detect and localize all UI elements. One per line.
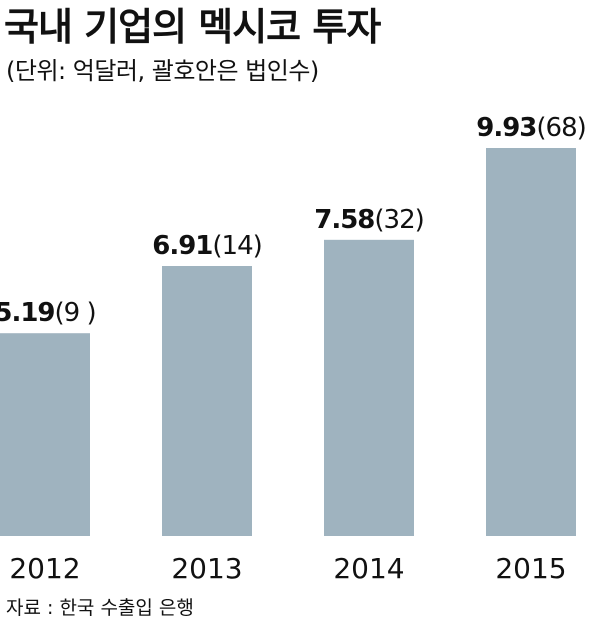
value-label-2015: 9.93(68) — [476, 113, 586, 143]
source-note: 자료 : 한국 수출입 은행 — [6, 597, 194, 619]
chart-subtitle: (단위: 억달러, 괄호안은 법인수) — [6, 57, 319, 85]
x-tick-2014: 2014 — [333, 552, 404, 585]
bar-2012 — [0, 333, 90, 536]
x-tick-2015: 2015 — [495, 552, 566, 585]
value-number-2012: 5.19 — [0, 298, 55, 328]
value-number-2013: 6.91 — [152, 231, 212, 261]
value-number-2014: 7.58 — [314, 205, 374, 235]
company-count-2014: (32) — [374, 205, 423, 235]
value-label-2013: 6.91(14) — [152, 231, 262, 261]
x-tick-2012: 2012 — [9, 552, 80, 585]
bar-2015 — [486, 148, 576, 536]
company-count-2013: (14) — [212, 231, 261, 261]
value-number-2015: 9.93 — [476, 113, 536, 143]
bar-2014 — [324, 239, 414, 536]
company-count-2012: (9 ) — [55, 298, 96, 328]
value-label-2012: 5.19(9 ) — [0, 298, 96, 328]
bar-2013 — [162, 266, 252, 536]
company-count-2015: (68) — [536, 113, 585, 143]
x-tick-2013: 2013 — [171, 552, 242, 585]
chart-title: 국내 기업의 멕시코 투자 — [4, 5, 381, 49]
value-label-2014: 7.58(32) — [314, 205, 424, 235]
